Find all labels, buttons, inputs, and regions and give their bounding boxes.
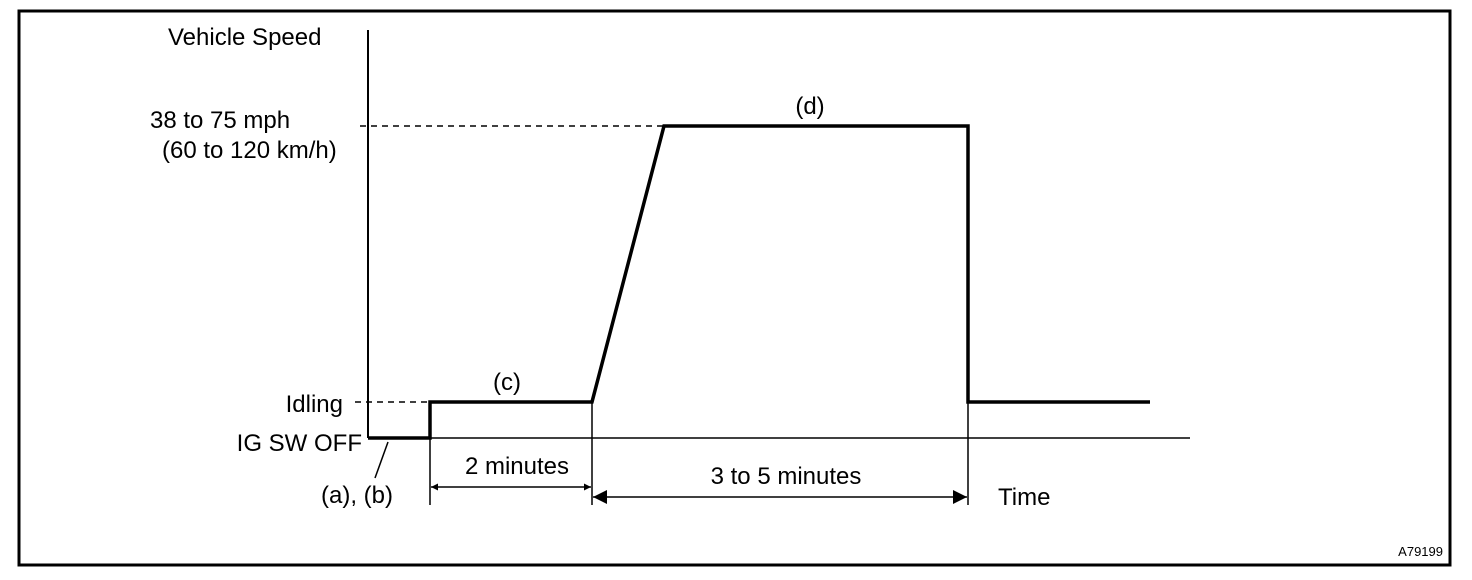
level-label: 38 to 75 mph <box>150 107 290 134</box>
duration-label: 3 to 5 minutes <box>711 463 862 490</box>
figure-id: A79199 <box>1398 544 1443 559</box>
leader-line <box>374 441 389 479</box>
speed-profile <box>368 124 1150 440</box>
level-label: Idling <box>286 391 343 418</box>
duration-label: 2 minutes <box>465 453 569 480</box>
level-label: IG SW OFF <box>237 430 362 457</box>
step-label: (c) <box>493 369 521 396</box>
x-axis-label: Time <box>998 484 1050 511</box>
step-label: (d) <box>795 93 824 120</box>
step-label: (a), (b) <box>321 482 393 509</box>
y-axis-label: Vehicle Speed <box>168 24 321 51</box>
level-label: (60 to 120 km/h) <box>162 137 337 164</box>
frame <box>17 9 1452 567</box>
